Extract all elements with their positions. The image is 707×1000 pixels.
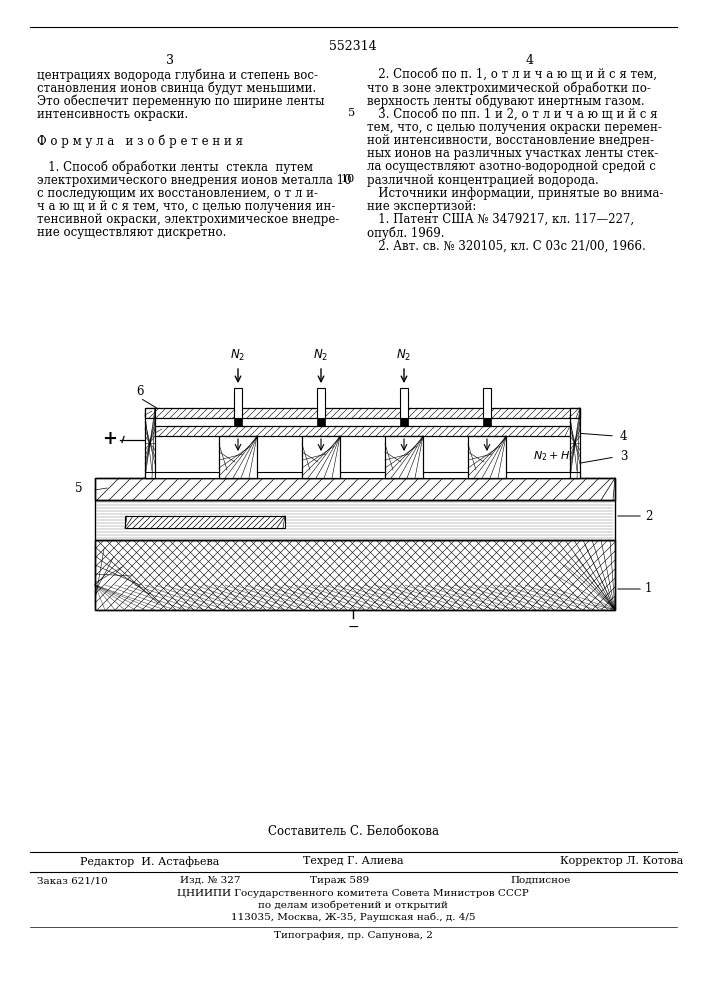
Text: ние экспертизой:: ние экспертизой: (367, 200, 477, 213)
Bar (570, 408, 580, 478)
Bar (95, 478, 615, 500)
Text: по делам изобретений и открытий: по делам изобретений и открытий (258, 901, 448, 910)
Text: 4: 4 (526, 54, 534, 67)
Bar (468, 436, 506, 478)
Bar (400, 418, 408, 426)
Bar (145, 408, 155, 478)
Text: 2. Способ по п. 1, о т л и ч а ю щ и й с я тем,: 2. Способ по п. 1, о т л и ч а ю щ и й с… (367, 68, 657, 81)
Text: $N_2$: $N_2$ (397, 348, 411, 363)
Text: опубл. 1969.: опубл. 1969. (367, 226, 445, 240)
Bar (570, 408, 580, 478)
Text: Корректор Л. Котова: Корректор Л. Котова (560, 856, 684, 866)
Bar (302, 436, 340, 478)
Text: 3. Способ по пп. 1 и 2, о т л и ч а ю щ и й с я: 3. Способ по пп. 1 и 2, о т л и ч а ю щ … (367, 108, 658, 121)
Bar (302, 436, 340, 478)
Bar (483, 418, 491, 426)
Bar (234, 388, 242, 418)
Text: 5: 5 (76, 483, 83, 495)
Bar (95, 500, 615, 540)
Text: тенсивной окраски, электрохимическое внедре-: тенсивной окраски, электрохимическое вне… (37, 213, 339, 226)
Text: $N_2$: $N_2$ (313, 348, 329, 363)
Text: ЦНИИПИ Государственного комитета Совета Министров СССР: ЦНИИПИ Государственного комитета Совета … (177, 889, 529, 898)
Text: ч а ю щ и й с я тем, что, с целью получения ин-: ч а ю щ и й с я тем, что, с целью получе… (37, 200, 335, 213)
Text: Изд. № 327: Изд. № 327 (180, 876, 240, 885)
Text: $N_2$: $N_2$ (230, 348, 245, 363)
Text: +: + (103, 430, 117, 448)
Bar (145, 408, 580, 418)
Text: 10: 10 (341, 174, 355, 184)
Text: 5: 5 (348, 108, 355, 118)
Bar (400, 388, 408, 418)
Text: 1. Способ обработки ленты  стекла  путем: 1. Способ обработки ленты стекла путем (37, 160, 313, 174)
Bar (145, 408, 155, 478)
Bar (155, 426, 570, 436)
Bar (219, 436, 257, 478)
Text: ных ионов на различных участках ленты стек-: ных ионов на различных участках ленты ст… (367, 147, 658, 160)
Text: 2: 2 (645, 510, 653, 522)
Text: 552314: 552314 (329, 40, 377, 53)
Bar (145, 472, 580, 478)
Bar (317, 388, 325, 418)
Bar (219, 436, 257, 478)
Bar (125, 516, 285, 528)
Bar (385, 436, 423, 478)
Bar (468, 436, 506, 478)
Bar (385, 436, 423, 478)
Bar (155, 426, 570, 436)
Text: верхность ленты обдувают инертным газом.: верхность ленты обдувают инертным газом. (367, 94, 645, 108)
Text: 3: 3 (620, 450, 628, 464)
Text: Источники информации, принятые во внима-: Источники информации, принятые во внима- (367, 187, 663, 200)
Text: ние осуществляют дискретно.: ние осуществляют дискретно. (37, 226, 226, 239)
Bar (145, 408, 580, 418)
Text: 113035, Москва, Ж-35, Раушская наб., д. 4/5: 113035, Москва, Ж-35, Раушская наб., д. … (230, 913, 475, 922)
Text: 4: 4 (620, 430, 628, 442)
Text: Подписное: Подписное (510, 876, 571, 885)
Text: Это обеспечит переменную по ширине ленты: Это обеспечит переменную по ширине ленты (37, 94, 325, 108)
Text: интенсивность окраски.: интенсивность окраски. (37, 108, 188, 121)
Bar (234, 418, 242, 426)
Text: становления ионов свинца будут меньшими.: становления ионов свинца будут меньшими. (37, 81, 316, 95)
Bar (483, 388, 491, 418)
Text: Типография, пр. Сапунова, 2: Типография, пр. Сапунова, 2 (274, 931, 433, 940)
Text: ной интенсивности, восстановление внедрен-: ной интенсивности, восстановление внедре… (367, 134, 654, 147)
Text: Составитель С. Белобокова: Составитель С. Белобокова (267, 825, 438, 838)
Text: 1. Патент США № 3479217, кл. 117—227,: 1. Патент США № 3479217, кл. 117—227, (367, 213, 634, 226)
Text: −: − (347, 620, 359, 634)
Text: 1: 1 (645, 582, 653, 595)
Text: тем, что, с целью получения окраски перемен-: тем, что, с целью получения окраски пере… (367, 121, 662, 134)
Text: центрациях водорода глубина и степень вос-: центрациях водорода глубина и степень во… (37, 68, 318, 82)
Text: с последующим их восстановлением, о т л и-: с последующим их восстановлением, о т л … (37, 187, 318, 200)
Text: Редактор  И. Астафьева: Редактор И. Астафьева (80, 856, 219, 867)
Text: 2. Авт. св. № 320105, кл. С 03с 21/00, 1966.: 2. Авт. св. № 320105, кл. С 03с 21/00, 1… (367, 240, 645, 253)
Text: 3: 3 (166, 54, 174, 67)
Text: различной концентрацией водорода.: различной концентрацией водорода. (367, 174, 599, 187)
Bar (95, 540, 615, 610)
Bar (95, 540, 615, 610)
Text: Тираж 589: Тираж 589 (310, 876, 369, 885)
Bar (95, 478, 615, 500)
Text: ла осуществляют азотно-водородной средой с: ла осуществляют азотно-водородной средой… (367, 160, 656, 173)
Text: что в зоне электрохимической обработки по-: что в зоне электрохимической обработки п… (367, 81, 651, 95)
Text: электрохимического внедрения ионов металла 10: электрохимического внедрения ионов метал… (37, 174, 351, 187)
Text: Техред Г. Алиева: Техред Г. Алиева (303, 856, 403, 866)
Text: Ф о р м у л а   и з о б р е т е н и я: Ф о р м у л а и з о б р е т е н и я (37, 134, 243, 147)
Text: $N_2+H_2$: $N_2+H_2$ (533, 449, 575, 463)
Text: Заказ 621/10: Заказ 621/10 (37, 876, 107, 885)
Bar (317, 418, 325, 426)
Text: 6: 6 (136, 385, 144, 398)
